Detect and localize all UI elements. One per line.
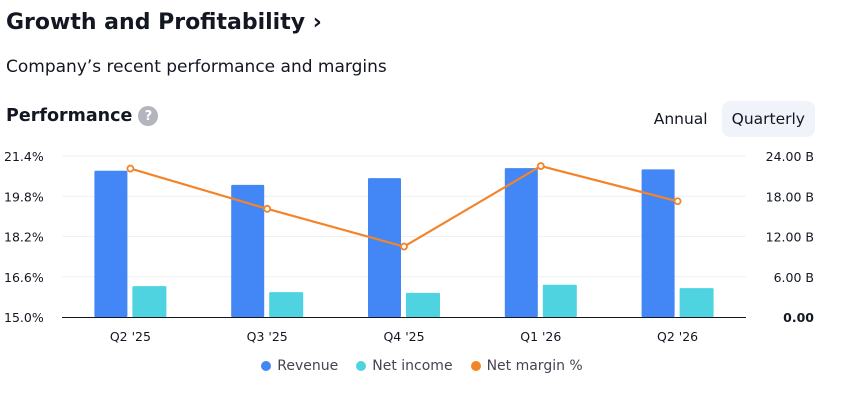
x-tick-label: Q4 '25: [383, 329, 424, 344]
chevron-right-icon: ›: [312, 10, 322, 35]
legend-net-income[interactable]: Net income: [356, 358, 453, 374]
revenue-bar: [641, 169, 675, 317]
left-tick-label: 21.4%: [4, 149, 44, 164]
net-margin-point: [400, 242, 408, 251]
page-subtitle: Company’s recent performance and margins: [6, 57, 387, 77]
x-tick-label: Q2 '26: [657, 329, 698, 344]
left-tick-label: 15.0%: [4, 310, 44, 325]
legend-revenue[interactable]: Revenue: [261, 358, 338, 374]
right-tick-label: 24.00 B: [766, 149, 814, 164]
legend-net-margin-label: Net margin %: [486, 358, 583, 374]
left-tick-label: 16.6%: [4, 270, 44, 285]
x-tick-label: Q1 '26: [520, 329, 561, 344]
net-income-bar: [132, 286, 167, 317]
x-tick-label: Q2 '25: [110, 329, 151, 344]
legend-net-margin[interactable]: Net margin %: [470, 358, 583, 374]
section-title-link[interactable]: Growth and Profitability ›: [6, 10, 322, 35]
net-margin-line: [130, 164, 678, 248]
net-income-bar: [269, 292, 304, 317]
net-income-bar: [679, 288, 714, 317]
left-tick-label: 18.2%: [4, 230, 44, 245]
help-icon[interactable]: ?: [138, 106, 159, 126]
net-income-bar: [542, 284, 577, 317]
net-margin-point: [536, 162, 545, 170]
performance-heading: Performance ?: [6, 106, 159, 126]
page-title: Growth and Profitability: [6, 10, 306, 35]
period-toggle: Annual Quarterly: [644, 101, 815, 137]
revenue-bar: [231, 184, 265, 317]
revenue-bar: [94, 170, 128, 317]
performance-chart: 15.0% 16.6% 18.2% 19.8% 21.4% 0.00 6.00 B 12.00…: [4, 149, 814, 344]
net-margin-point: [263, 204, 272, 213]
net-income-swatch: [356, 361, 367, 371]
revenue-swatch: [261, 361, 272, 371]
performance-title: Performance: [6, 106, 133, 126]
quarterly-button[interactable]: Quarterly: [721, 101, 815, 137]
right-tick-label: 18.00 B: [766, 189, 814, 204]
revenue-bar: [504, 168, 538, 317]
chart-legend: Revenue Net income Net margin %: [0, 358, 842, 374]
legend-revenue-label: Revenue: [277, 358, 339, 374]
x-tick-label: Q3 '25: [247, 329, 288, 344]
right-tick-label: 12.00 B: [766, 230, 814, 245]
right-tick-label: 0.00: [783, 310, 814, 325]
net-margin-point: [126, 164, 135, 173]
revenue-bar: [368, 178, 401, 317]
annual-button[interactable]: Annual: [644, 101, 718, 137]
net-margin-swatch: [470, 361, 481, 371]
right-tick-label: 6.00 B: [774, 270, 814, 285]
legend-net-income-label: Net income: [372, 358, 453, 374]
left-tick-label: 19.8%: [4, 189, 44, 204]
net-margin-point: [673, 197, 682, 206]
net-income-bar: [406, 292, 440, 317]
